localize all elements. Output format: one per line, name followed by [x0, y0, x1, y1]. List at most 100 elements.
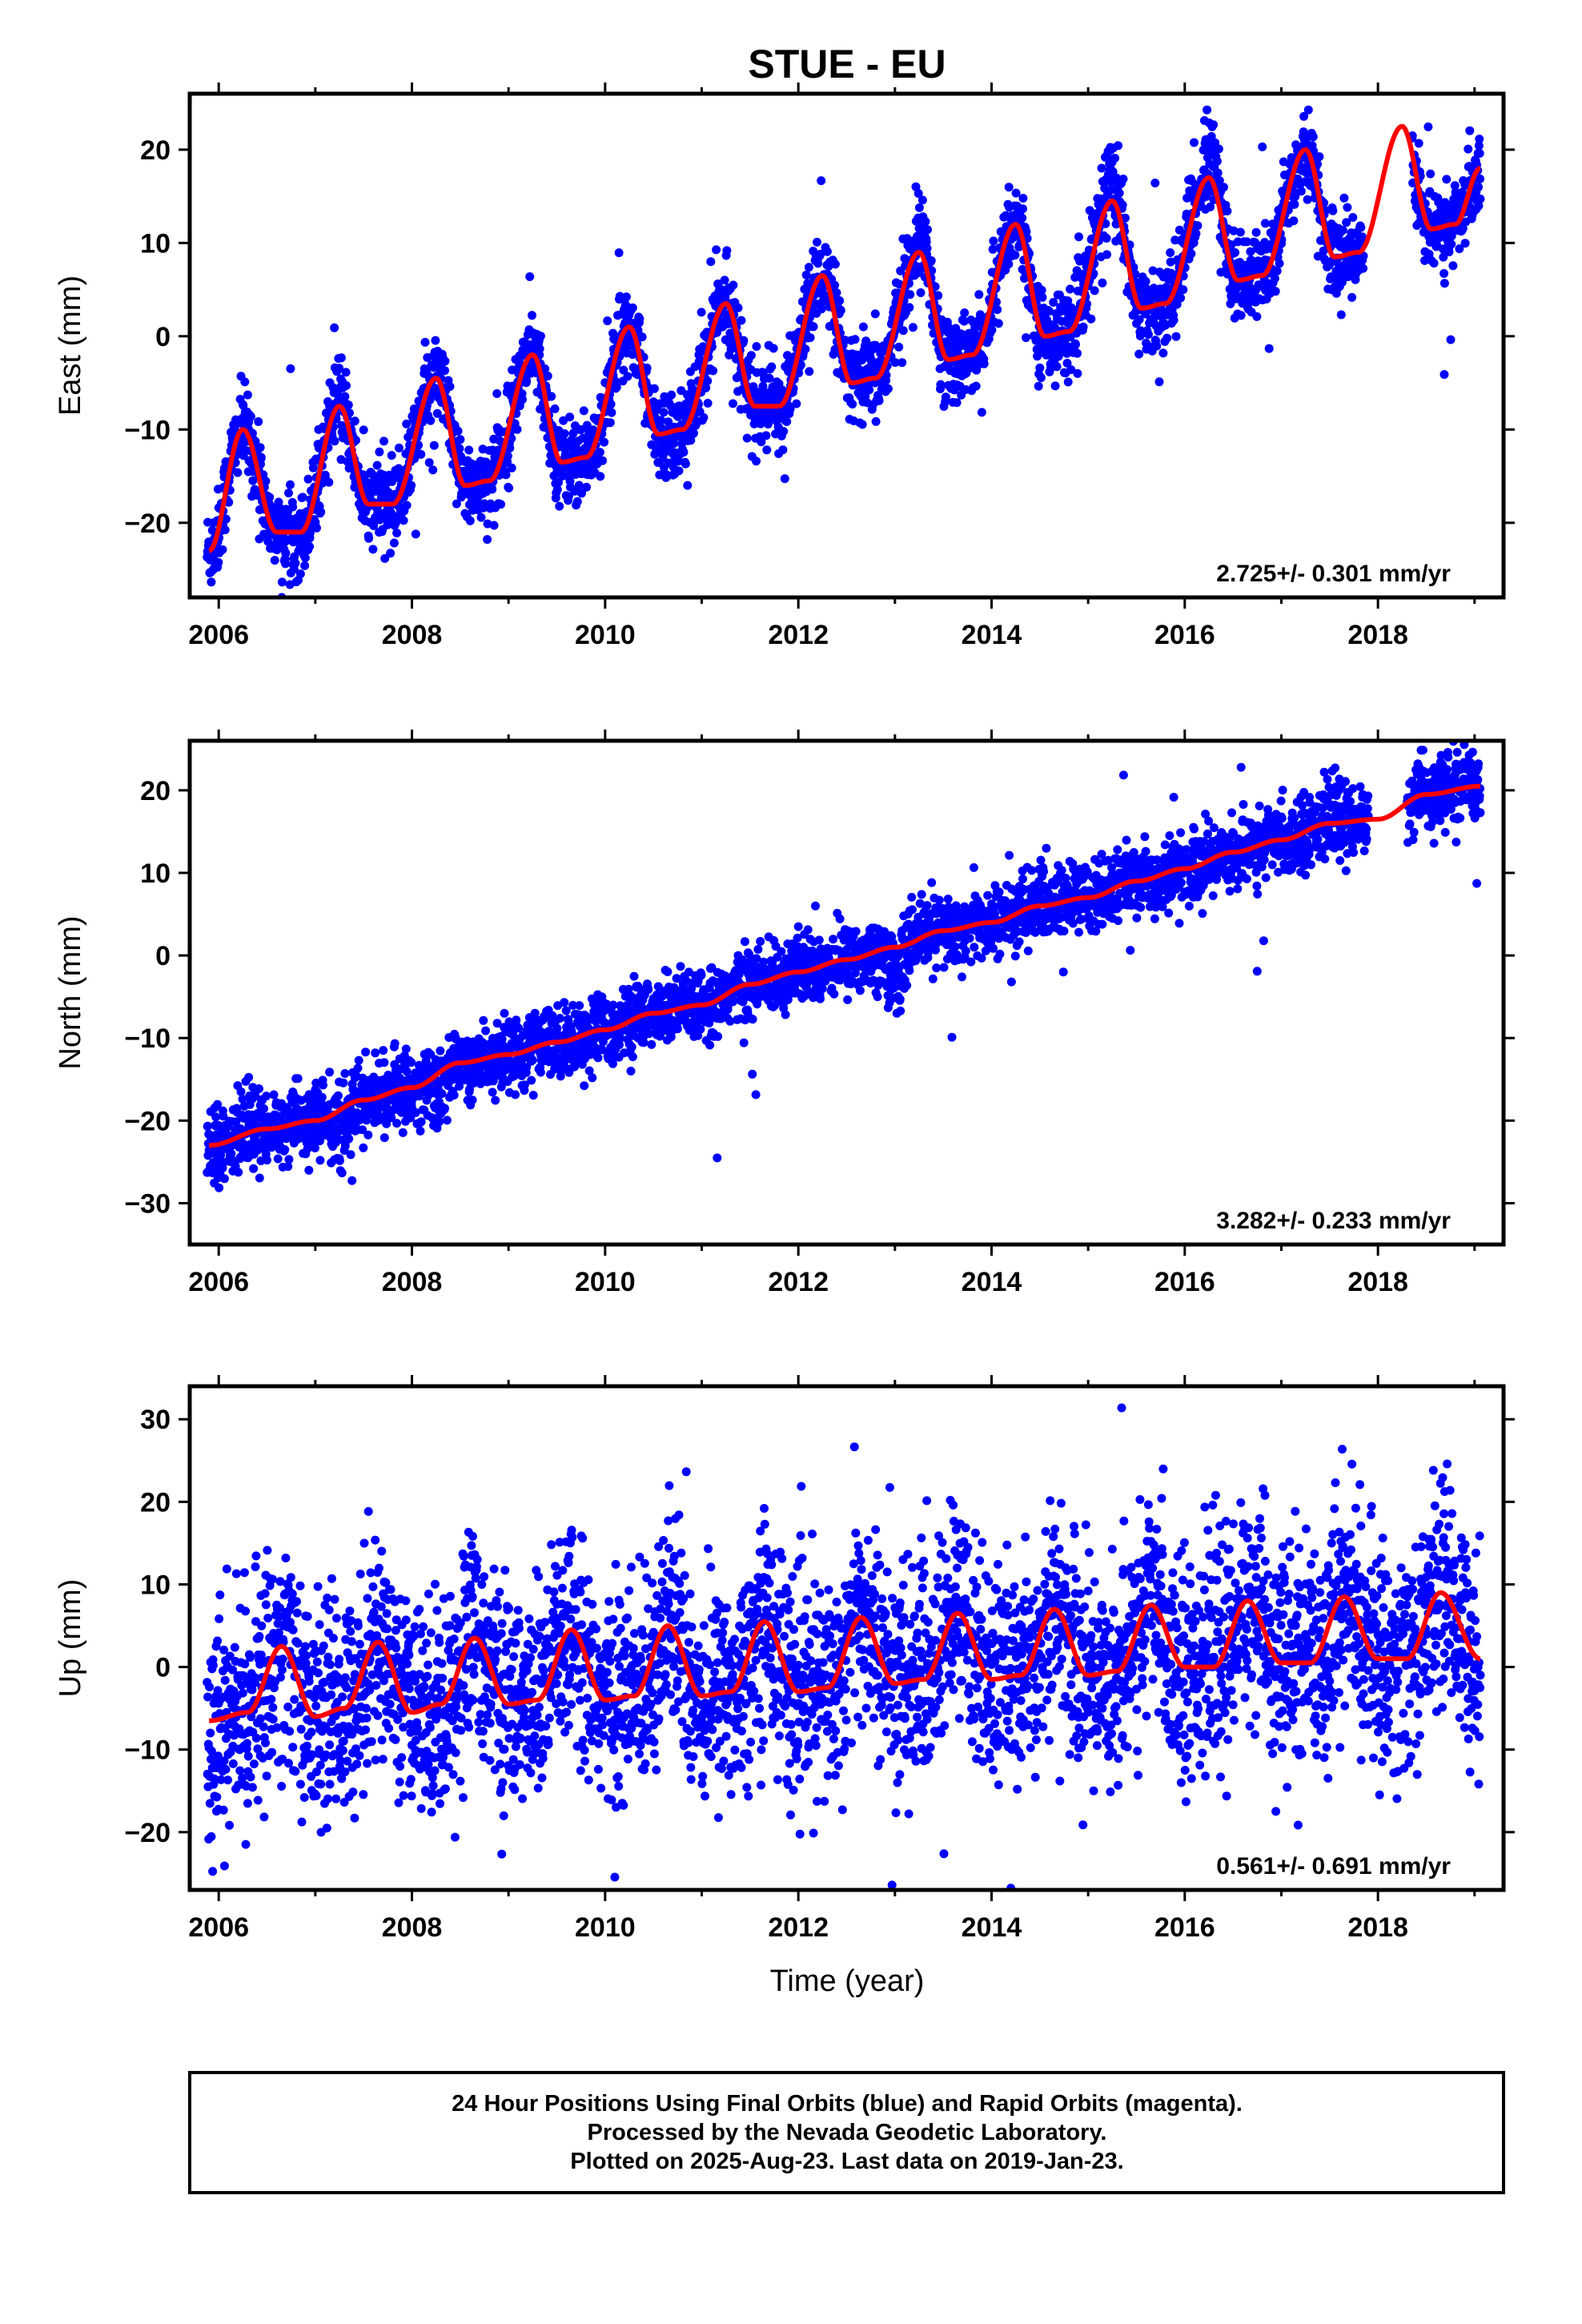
data-point	[661, 470, 671, 480]
data-point	[1143, 330, 1153, 340]
data-point	[489, 521, 499, 530]
data-point	[603, 316, 612, 326]
data-point	[514, 1023, 524, 1033]
data-point	[1465, 126, 1475, 135]
data-point	[1223, 207, 1232, 215]
data-point	[1172, 300, 1182, 309]
data-point	[628, 303, 637, 312]
data-point	[835, 296, 845, 305]
data-point	[1214, 144, 1223, 154]
data-point	[674, 456, 683, 466]
data-point	[456, 435, 465, 444]
x-tick-label: 2010	[575, 620, 636, 650]
data-point	[1206, 202, 1215, 211]
data-point	[801, 270, 811, 279]
data-point	[392, 1119, 402, 1128]
data-point	[911, 182, 921, 191]
data-point	[1236, 311, 1246, 320]
data-point	[216, 1150, 226, 1160]
data-point	[1338, 226, 1347, 235]
data-point	[1233, 237, 1243, 247]
data-point	[642, 364, 652, 372]
data-point	[1231, 247, 1240, 257]
north-daily-positions	[203, 741, 1485, 1192]
data-point	[528, 1091, 538, 1100]
data-point	[1251, 227, 1261, 237]
data-point	[333, 1091, 343, 1100]
data-point	[1148, 266, 1158, 275]
data-point	[1476, 174, 1485, 183]
data-point	[1186, 249, 1196, 259]
data-point	[1035, 363, 1045, 372]
data-point	[207, 577, 216, 587]
data-point	[792, 399, 801, 408]
data-point	[1154, 377, 1164, 387]
y-tick-label: 20	[140, 135, 171, 166]
data-point	[1446, 335, 1456, 344]
data-point	[621, 292, 631, 302]
data-point	[536, 332, 545, 341]
data-point	[375, 515, 384, 525]
data-point	[733, 303, 743, 312]
data-point	[1339, 193, 1349, 203]
data-point	[767, 362, 777, 372]
data-point	[712, 245, 721, 255]
data-point	[554, 478, 563, 487]
data-point	[263, 1156, 271, 1165]
data-point	[379, 1058, 389, 1068]
data-point	[316, 507, 326, 517]
data-point	[479, 1015, 488, 1025]
data-point	[445, 382, 455, 392]
data-point	[368, 545, 378, 554]
data-point	[387, 451, 396, 460]
data-point	[858, 322, 868, 332]
data-point	[635, 314, 644, 324]
data-point	[1308, 132, 1318, 142]
data-point	[339, 1078, 348, 1088]
data-point	[1426, 169, 1435, 179]
data-point	[379, 436, 388, 446]
data-point	[941, 392, 950, 402]
data-point	[762, 445, 772, 455]
data-point	[1141, 276, 1150, 286]
data-point	[284, 1155, 294, 1164]
data-point	[436, 1046, 445, 1055]
data-point	[219, 1112, 228, 1121]
data-point	[1260, 219, 1270, 228]
data-point	[830, 259, 840, 269]
data-point	[737, 316, 746, 325]
data-point	[428, 465, 438, 475]
data-point	[203, 1121, 212, 1131]
data-point	[1414, 139, 1423, 148]
data-point	[579, 406, 588, 416]
data-point	[1342, 218, 1351, 227]
data-point	[269, 1090, 279, 1100]
x-tick-label: 2016	[1154, 620, 1215, 650]
data-point	[1423, 122, 1433, 131]
data-point	[1212, 156, 1222, 166]
data-point	[871, 416, 881, 426]
data-point	[1275, 259, 1284, 268]
data-point	[308, 463, 318, 472]
data-point	[389, 538, 399, 548]
y-tick-label: −10	[124, 415, 171, 445]
data-point	[1118, 200, 1127, 210]
data-point	[1442, 175, 1452, 184]
data-point	[1336, 310, 1346, 320]
data-point	[455, 1081, 464, 1091]
x-tick-label: 2006	[188, 620, 249, 650]
data-point	[317, 1092, 327, 1102]
data-point	[465, 516, 475, 525]
x-tick-label: 2008	[382, 620, 443, 650]
data-point	[769, 344, 778, 353]
data-point	[343, 400, 353, 410]
data-point	[246, 412, 255, 421]
data-point	[595, 448, 604, 457]
data-point	[561, 1006, 571, 1015]
data-point	[392, 529, 402, 538]
data-point	[1166, 268, 1176, 278]
data-point	[1193, 221, 1203, 231]
data-point	[324, 477, 334, 487]
data-point	[667, 390, 677, 400]
data-point	[649, 384, 659, 393]
